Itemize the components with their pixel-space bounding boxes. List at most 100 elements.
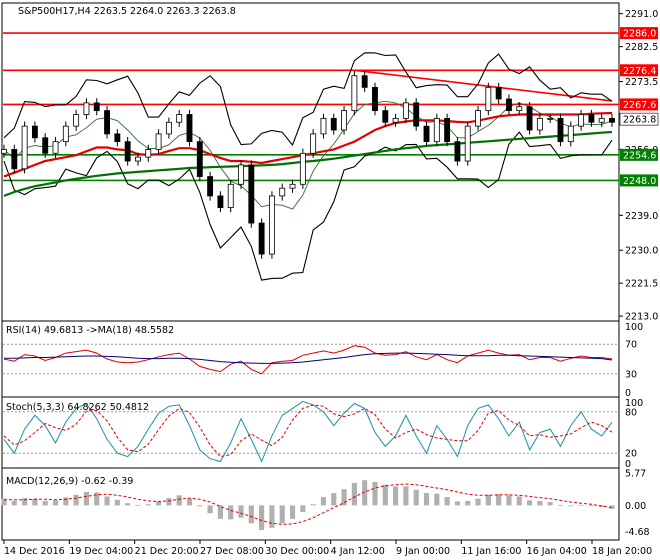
candle-body xyxy=(609,117,615,123)
candle-body xyxy=(372,86,378,112)
candle-body xyxy=(557,117,564,143)
macd-histogram-bar xyxy=(568,505,574,507)
time-tick-label: 16 Jan 04:00 xyxy=(527,546,587,557)
level-tag-label: 2267.6 xyxy=(623,100,656,111)
macd-histogram-bar xyxy=(125,503,131,506)
candle-body xyxy=(124,141,131,162)
rsi-line xyxy=(3,345,613,375)
macd-histogram-bar xyxy=(300,505,306,513)
macd-histogram-bar xyxy=(516,496,522,506)
macd-histogram-bar xyxy=(413,489,419,506)
macd-histogram-bar xyxy=(176,495,182,506)
stoch-header: Stoch(5,3,3) 64.8262 50.4812 xyxy=(6,402,149,413)
price-tick-label: 2291.0 xyxy=(625,9,658,20)
candle-body xyxy=(320,117,327,135)
time-tick-label: 21 Dec 20:00 xyxy=(135,546,199,557)
candle-body xyxy=(104,110,110,135)
macd-histogram-bar xyxy=(32,498,38,506)
moving-average-red xyxy=(3,111,613,178)
macd-histogram-bar xyxy=(114,499,120,506)
time-tick-label: 19 Dec 04:00 xyxy=(69,546,133,557)
macd-histogram-bar xyxy=(269,505,275,528)
macd-histogram-bar xyxy=(228,505,234,520)
price-tick-label: 2239.0 xyxy=(625,211,658,222)
candle-body xyxy=(588,114,595,123)
time-tick-label: 11 Jan 16:00 xyxy=(461,546,521,557)
current-price-tag xyxy=(619,112,659,126)
level-tag xyxy=(620,27,658,40)
candle-body xyxy=(31,125,38,139)
candle-body xyxy=(598,117,605,123)
level-tag xyxy=(620,174,658,187)
rsi-tick-label: 0 xyxy=(625,388,631,399)
macd-tick-label: -4.68 xyxy=(625,527,650,538)
candle-body xyxy=(578,114,585,127)
stoch-tick-label: 20 xyxy=(625,449,637,460)
candle-body xyxy=(547,117,554,120)
macd-histogram-bar xyxy=(145,504,151,506)
candle-body xyxy=(506,98,512,112)
candle-body xyxy=(52,141,59,154)
moving-average-green xyxy=(3,130,613,197)
candle-body xyxy=(341,110,348,131)
candle-body xyxy=(1,148,7,154)
macd-histogram-bar xyxy=(588,505,594,507)
stoch-tick-label: 0 xyxy=(625,459,631,470)
candle-body xyxy=(279,187,286,197)
macd-histogram-bar xyxy=(434,493,440,506)
macd-histogram-bar xyxy=(465,500,471,506)
macd-histogram-bar xyxy=(22,498,28,506)
candle-body xyxy=(289,183,296,189)
time-tick-label: 30 Dec 00:00 xyxy=(265,546,329,557)
candle-body xyxy=(62,125,69,143)
macd-histogram-bar xyxy=(393,486,399,506)
candle-body xyxy=(238,164,244,185)
candle-body xyxy=(268,195,275,255)
macd-histogram-bar xyxy=(11,500,17,506)
macd-histogram-bar xyxy=(166,498,172,506)
price-tick-label: 2273.5 xyxy=(625,77,658,88)
level-tag-label: 2248.0 xyxy=(623,176,656,187)
macd-histogram-bar xyxy=(279,505,285,524)
macd-histogram-bar xyxy=(403,486,409,506)
candle-body xyxy=(73,114,80,127)
macd-histogram-bar xyxy=(156,501,162,506)
rsi-panel: 100 70 30 0 xyxy=(3,322,643,399)
macd-histogram-bar xyxy=(238,505,244,518)
candle-body xyxy=(21,125,28,170)
candle-body xyxy=(526,106,533,131)
macd-histogram-bar xyxy=(537,500,543,506)
macd-histogram-bar xyxy=(207,505,213,514)
candle-body xyxy=(11,148,18,170)
macd-histogram-bar xyxy=(217,505,223,519)
macd-histogram-bar xyxy=(1,498,7,506)
candle-body xyxy=(444,117,451,143)
candle-body xyxy=(135,156,141,162)
macd-histogram-bar xyxy=(444,497,450,506)
macd-histogram-bar xyxy=(547,502,553,506)
level-tag xyxy=(620,148,658,161)
candle-body xyxy=(165,121,172,135)
macd-histogram-bar xyxy=(351,483,357,506)
rsi-tick-label: 100 xyxy=(625,322,643,333)
price-tick-label: 2230.0 xyxy=(625,246,658,257)
candle-body xyxy=(258,222,265,255)
macd-tick-label: 5.77 xyxy=(625,469,646,480)
macd-histogram-bar xyxy=(73,494,79,506)
macd-histogram-bar xyxy=(94,492,100,506)
macd-histogram-bar xyxy=(248,505,254,524)
rsi-tick-label: 30 xyxy=(625,369,637,380)
macd-histogram-bar xyxy=(382,484,388,506)
level-tag-label: 2254.6 xyxy=(623,150,656,161)
candle-body xyxy=(114,133,121,143)
candle-body xyxy=(536,117,543,131)
macd-histogram-bar xyxy=(526,500,533,506)
candle-body xyxy=(392,117,399,123)
macd-histogram-bar xyxy=(83,491,90,506)
price-tick-label: 2221.5 xyxy=(625,279,658,290)
candle-body xyxy=(155,133,162,150)
macd-histogram-bar xyxy=(609,505,615,509)
candle-body xyxy=(176,114,183,123)
